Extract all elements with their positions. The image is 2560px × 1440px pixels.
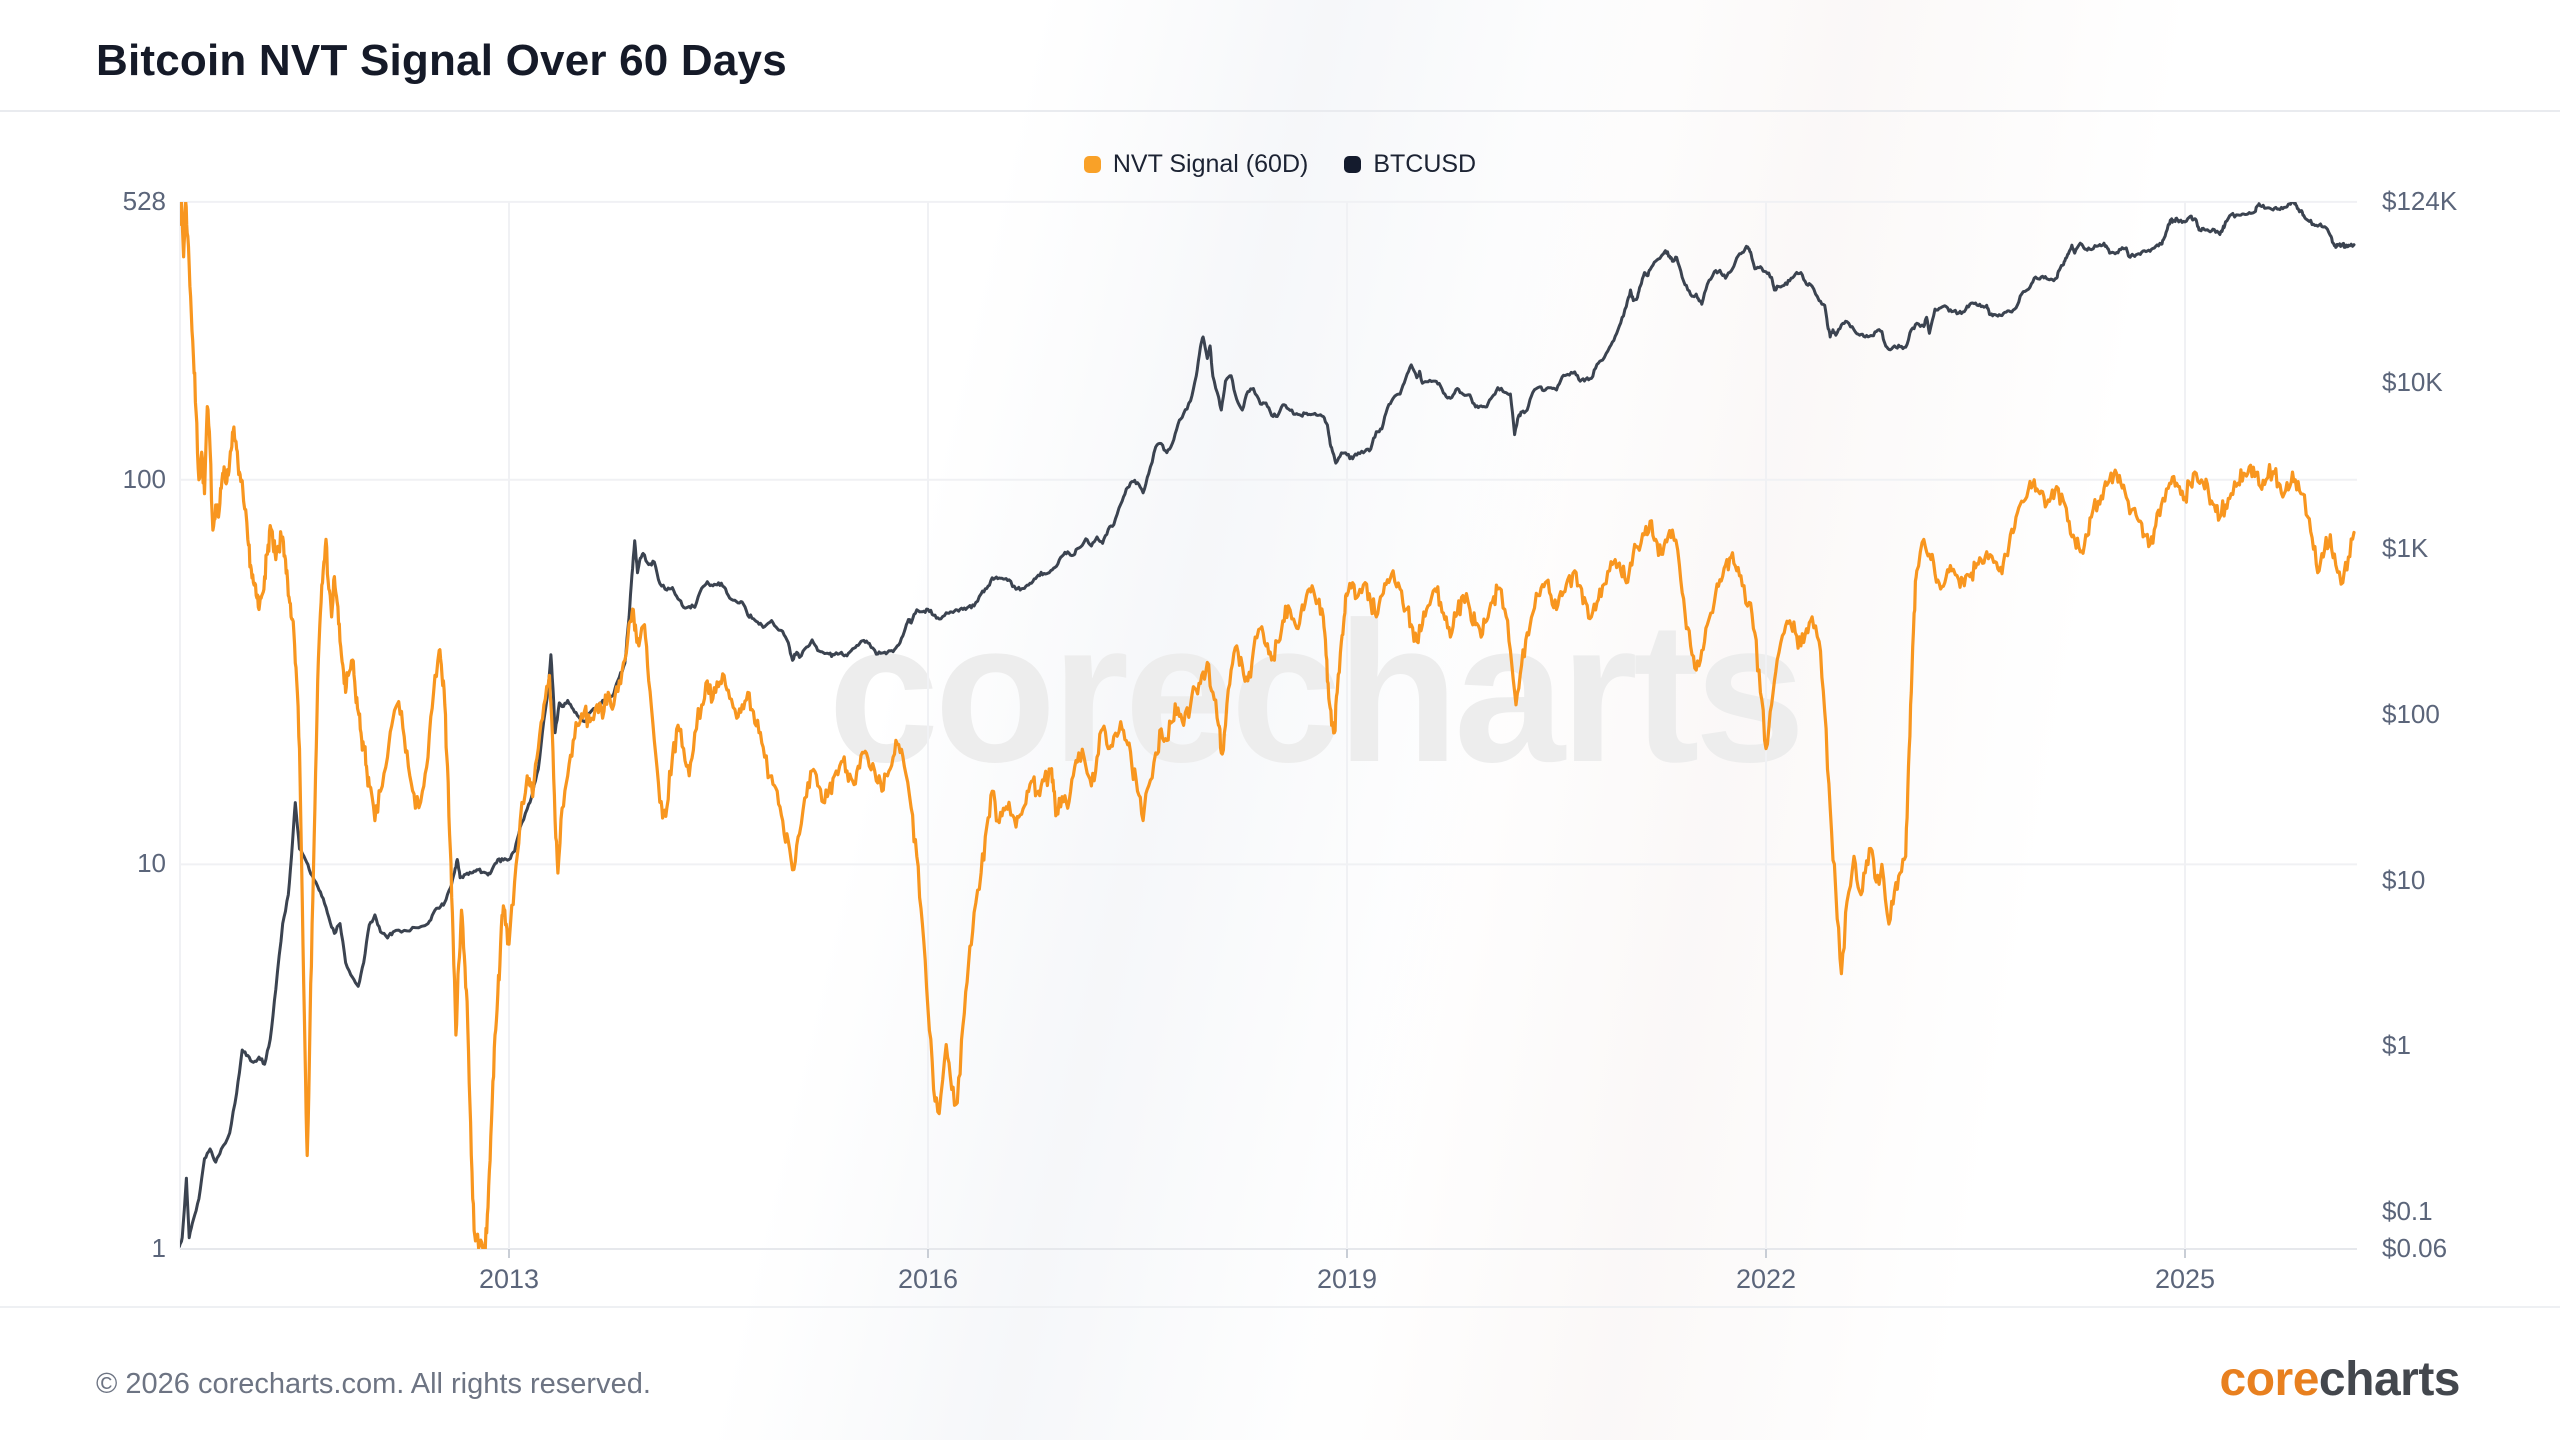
title-divider [0,110,2560,112]
y-axis-label-right: $1K [2382,533,2429,563]
legend-item-nvt[interactable]: NVT Signal (60D) [1083,150,1309,179]
y-axis-label-left: 10 [137,848,166,879]
x-axis-label: 2019 [1316,1264,1378,1294]
legend-label: BTCUSD [1373,150,1477,178]
logo-charts: charts [2318,1353,2461,1406]
x-axis-label: 2013 [478,1264,540,1294]
legend: NVT Signal (60D) BTCUSD [0,150,2560,179]
copyright-text: © 2026 corecharts.com. All rights reserv… [96,1368,651,1400]
y-axis-label-right: $124K [2382,186,2458,216]
x-axis-label: 2022 [1735,1264,1797,1294]
footer-divider [0,1306,2560,1308]
x-axis-label: 2016 [897,1264,959,1294]
legend-swatch [1083,156,1101,173]
y-axis-label-right: $100 [2382,698,2440,729]
watermark: corecharts [828,581,1806,804]
y-axis-label-left: 528 [122,185,166,216]
page-title: Bitcoin NVT Signal Over 60 Days [96,36,787,85]
legend-swatch [1344,156,1362,173]
y-axis-label-right: $1 [2382,1030,2411,1061]
legend-label: NVT Signal (60D) [1112,150,1309,178]
btcusd-series-line [180,202,2356,1248]
corecharts-logo: corecharts [2219,1352,2461,1407]
y-axis-label-right: $10K [2382,367,2443,398]
legend-item-btcusd[interactable]: BTCUSD [1344,150,1476,179]
y-axis-label-right: $0.06 [2382,1233,2448,1263]
x-axis-label: 2025 [2154,1264,2216,1294]
nvt-series-line [180,202,2356,1249]
y-axis-label-left: 1 [151,1233,166,1263]
y-axis-label-right: $10 [2382,864,2426,895]
y-axis-label-left: 100 [122,463,166,494]
y-axis-label-right: $0.1 [2382,1196,2433,1226]
logo-core: core [2219,1353,2320,1406]
